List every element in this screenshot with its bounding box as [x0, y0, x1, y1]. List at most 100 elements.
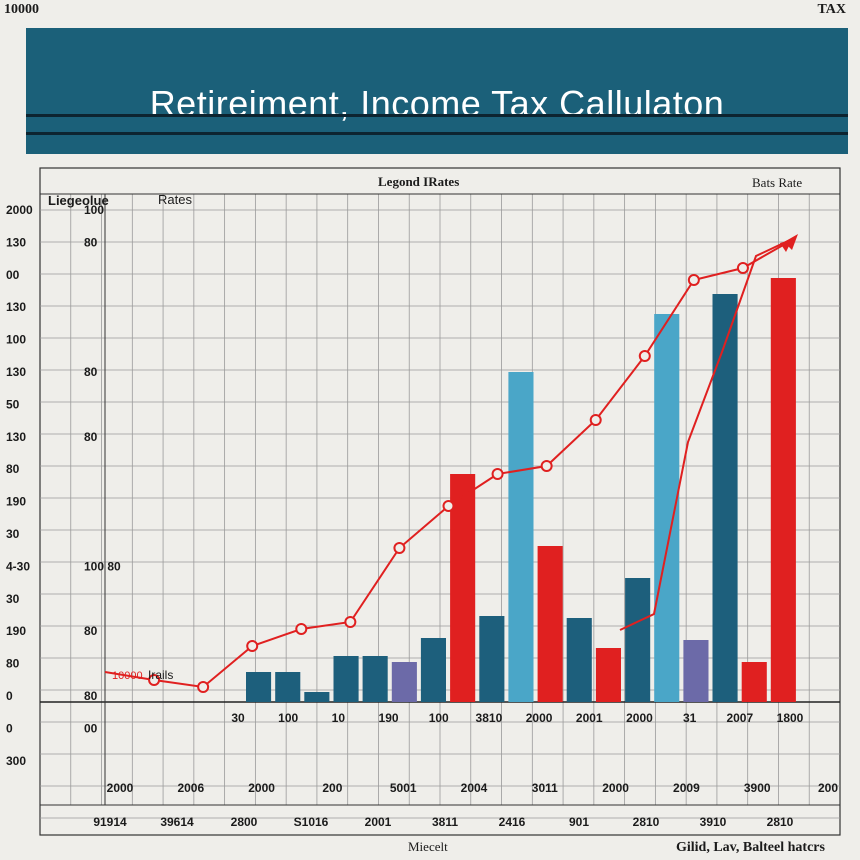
- bar: [275, 672, 301, 702]
- top-left-label: 10000: [4, 2, 39, 17]
- x-tick-label: 2004: [461, 781, 488, 795]
- x-tick-label: 2001: [576, 711, 603, 725]
- y-tick-label: 2000: [6, 203, 33, 217]
- bar: [595, 648, 621, 702]
- x-tick-label: 2001: [365, 815, 392, 829]
- line-point: [246, 640, 259, 652]
- y-tick-label: 50: [6, 397, 20, 411]
- line-point: [540, 460, 553, 472]
- x-tick-label: 100: [429, 711, 449, 725]
- bar: [479, 616, 505, 702]
- bottom-right-label: Gilid, Lav, Balteel hatcrs: [676, 840, 825, 855]
- y-tick-label: 130: [6, 300, 26, 314]
- title-banner: Retireiment, Income Tax Callulaton: [26, 28, 848, 154]
- x-tick-label: 2416: [499, 815, 526, 829]
- x-axis-labels: 30 100 10 190 100 3810 2000 2001 2000 31 2007 1800 2…: [93, 711, 838, 829]
- x-tick-label: 3910: [700, 815, 727, 829]
- x-tick-label: 2810: [767, 815, 794, 829]
- y-tick-label: 00: [84, 721, 98, 735]
- bars-rate-label: Bats Rate: [752, 175, 802, 190]
- line-series-2: [619, 239, 791, 631]
- line-point: [589, 414, 602, 426]
- y-tick-label: 130: [6, 235, 26, 249]
- line-point: [344, 616, 357, 628]
- arrow-head: [784, 234, 798, 250]
- x-tick-label: 190: [379, 711, 399, 725]
- x-tick-label: 200: [322, 781, 342, 795]
- y-tick-label: 130: [6, 430, 26, 444]
- bar: [508, 372, 534, 702]
- y-tick-label: 30: [6, 592, 20, 606]
- plot-frame: [39, 167, 841, 836]
- y-tick-label: 00: [6, 268, 20, 282]
- x-tick-label: 3900: [744, 781, 771, 795]
- banner-stripe: [26, 132, 848, 135]
- x-tick-label: 901: [569, 815, 589, 829]
- y-tick-label: 0: [6, 721, 13, 735]
- x-tick-label: 3811: [432, 815, 458, 829]
- y-tick-label: 80: [84, 235, 98, 249]
- line-point: [442, 500, 455, 512]
- x-tick-label: 200: [818, 781, 838, 795]
- y-tick-label: 100: [6, 333, 26, 347]
- y-tick-label: 4-30: [6, 559, 30, 573]
- x-tick-label: 5001: [390, 781, 417, 795]
- bar: [391, 662, 417, 702]
- bar: [770, 278, 796, 702]
- x-tick-label: 2800: [231, 815, 258, 829]
- bar: [333, 656, 359, 702]
- bar: [741, 662, 767, 702]
- line-point: [295, 623, 308, 635]
- legend-title: Legond IRates: [378, 174, 459, 189]
- x-tick-label: 2000: [107, 781, 134, 795]
- x-tick-label: 91914: [93, 815, 127, 829]
- x-tick-label: 10: [332, 711, 346, 725]
- bar: [537, 546, 563, 702]
- bar: [683, 640, 709, 702]
- small-legend-label: Irails: [148, 668, 173, 682]
- x-tick-label: 3011: [532, 781, 558, 795]
- x-tick-label: 30: [231, 711, 245, 725]
- y-tick-label: 300: [6, 754, 26, 768]
- x-tick-label: 2007: [726, 711, 753, 725]
- line-point: [736, 262, 749, 274]
- line-point: [491, 468, 504, 480]
- line-point: [638, 350, 651, 362]
- x-tick-label: 100: [278, 711, 298, 725]
- line-series: [104, 234, 798, 693]
- line-point: [687, 274, 700, 286]
- x-tick-label: 2000: [526, 711, 553, 725]
- line-series-1: [104, 239, 793, 689]
- bar: [304, 692, 330, 702]
- y-tick-label: 80: [84, 365, 98, 379]
- line-point: [148, 674, 161, 686]
- small-legend-red: 10000: [112, 670, 143, 682]
- chart-grid: [39, 167, 841, 836]
- y-tick-label: 130: [6, 365, 26, 379]
- y-tick-label: 190: [6, 624, 26, 638]
- y-tick-label: 100: [84, 203, 104, 217]
- x-tick-label: 1800: [777, 711, 804, 725]
- bar-series: [246, 278, 796, 702]
- bar: [712, 294, 738, 702]
- x-tick-label: 2006: [177, 781, 204, 795]
- y-tick-label: 190: [6, 495, 26, 509]
- y-tick-label: 80: [84, 430, 98, 444]
- top-right-label: TAX: [817, 2, 846, 17]
- legend-left-label: Liegeolue: [48, 193, 109, 208]
- y-tick-label: 0: [6, 689, 13, 703]
- bar: [450, 474, 476, 702]
- bar: [420, 638, 446, 702]
- x-tick-label: 2000: [602, 781, 629, 795]
- x-tick-label: 39614: [160, 815, 194, 829]
- line-point: [393, 542, 406, 554]
- y-tick-label: 30: [6, 527, 20, 541]
- bottom-center-label: Miecelt: [408, 839, 448, 854]
- bar: [625, 578, 651, 702]
- banner-stripe: [26, 114, 848, 117]
- x-tick-label: S1016: [294, 815, 329, 829]
- x-tick-label: 2009: [673, 781, 700, 795]
- y-tick-label: 80: [84, 624, 98, 638]
